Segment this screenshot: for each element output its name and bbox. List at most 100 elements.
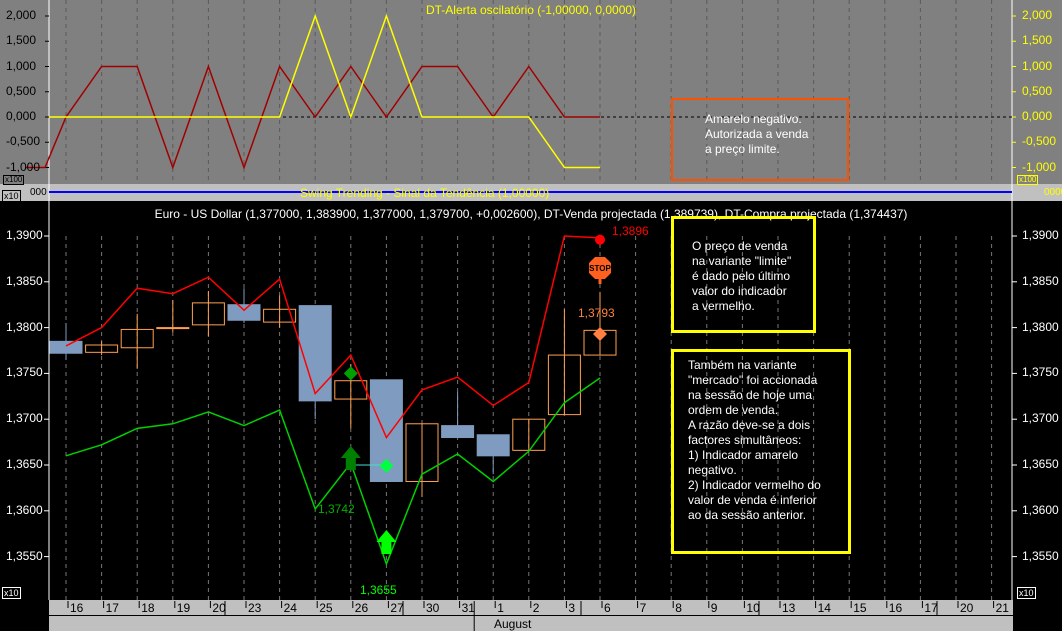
date-label: 9	[710, 601, 718, 615]
date-label: 1	[497, 601, 504, 615]
scale-badge: x10	[1017, 587, 1036, 599]
buy-signal-label: 1,3742	[318, 502, 355, 516]
date-label: 14	[817, 601, 831, 615]
stop-sign-text: STOP	[589, 264, 611, 273]
oscillator-y-tick: 0,000	[6, 109, 37, 123]
price-y-tick-right: 1,3550	[1022, 548, 1059, 563]
date-label: 20	[212, 601, 226, 615]
date-label: 21	[995, 601, 1009, 615]
date-label: 2	[532, 601, 540, 615]
price-y-tick: 1,3750	[6, 365, 43, 380]
price-y-tick-right: 1,3600	[1022, 502, 1059, 517]
price-y-tick: 1,3600	[6, 502, 43, 517]
oscillator-y-tick: 2,000	[6, 8, 37, 22]
oscillator-title: DT-Alerta oscilatório (-1,00000, 0,0000)	[425, 3, 637, 17]
candle-body	[441, 425, 475, 439]
date-label: 18	[141, 601, 155, 615]
price-y-tick-right: 1,3900	[1022, 228, 1059, 242]
date-label: 15	[853, 601, 867, 615]
price-y-tick: 1,3700	[6, 411, 43, 426]
stop-target-label: 1,3793	[578, 306, 615, 320]
oscillator-yellow-line	[49, 13, 600, 169]
buy-arrow-icon	[376, 530, 397, 554]
price-y-tick-right: 1,3650	[1022, 457, 1059, 471]
date-label: 13	[782, 601, 796, 615]
candle-body	[263, 308, 297, 323]
date-label: 31	[461, 601, 475, 615]
date-label: 10	[746, 601, 760, 615]
buy-diamond	[343, 366, 358, 381]
oscillator-y-tick: -1,000	[6, 159, 41, 174]
buy-signal-label: 1,3655	[360, 583, 397, 597]
candle-body	[476, 434, 510, 457]
buy-arrow-icon	[340, 446, 361, 470]
date-label: 25	[319, 601, 333, 615]
scale-badge: x100	[1017, 175, 1039, 185]
date-label: 20	[960, 601, 974, 615]
price-y-tick-right: 1,3850	[1022, 273, 1059, 288]
candle-body	[405, 423, 439, 482]
candle-body	[49, 340, 83, 354]
stop-sign-icon	[589, 257, 611, 279]
date-label: 24	[283, 601, 297, 615]
price-y-tick-right: 1,3750	[1022, 365, 1059, 380]
candle-body	[85, 344, 119, 353]
oscillator-y-tick-right: 1,500	[1022, 33, 1053, 48]
price-y-tick: 1,3650	[6, 457, 43, 471]
candle-body	[227, 304, 261, 321]
annotation-market-order: Também na variante "mercado" foi acciona…	[671, 349, 851, 554]
month-label: August	[494, 617, 532, 631]
candle-body	[547, 354, 581, 416]
oscillator-y-tick-right: 2,000	[1022, 8, 1053, 22]
sell-point-marker	[595, 234, 605, 245]
oscillator-y-tick-right: -1,000	[1022, 159, 1057, 174]
oscillator-red-line	[25, 64, 600, 170]
sell-projection-line	[65, 235, 601, 440]
sell-price-label: 1,3896	[612, 224, 649, 238]
trend-title: Swing Trending - Sinal da Tendência (1,0…	[300, 186, 550, 200]
buy-projection-line	[65, 377, 601, 567]
date-label: 17	[924, 601, 938, 615]
oscillator-y-tick-right: 1,000	[1022, 58, 1053, 73]
date-label: 8	[675, 601, 682, 615]
date-label: 27	[390, 601, 404, 615]
date-label: 16	[70, 601, 84, 615]
oscillator-y-tick: -0,500	[6, 134, 41, 149]
oscillator-y-tick-right: 0,000	[1022, 109, 1053, 123]
price-y-tick: 1,3800	[6, 319, 43, 334]
candle-body	[191, 302, 225, 326]
buy-diamond	[379, 458, 394, 473]
annotation-yellow-negative: Amarelo negativo. Autorizada a venda a p…	[671, 98, 849, 181]
candle-body	[298, 305, 332, 402]
price-chart-title: Euro - US Dollar (1,377000, 1,383900, 1,…	[154, 207, 908, 221]
oscillator-y-tick: 1,500	[6, 33, 37, 48]
oscillator-y-tick-right: 0,500	[1022, 83, 1053, 98]
stop-target-diamond	[593, 327, 607, 342]
oscillator-y-tick: 0,500	[6, 83, 37, 98]
date-label: 6	[604, 601, 611, 615]
candle-body	[334, 380, 368, 400]
date-label: 23	[248, 601, 262, 615]
scale-badge: x10	[2, 190, 21, 202]
date-label: 19	[176, 601, 191, 615]
candle-body	[120, 328, 154, 349]
annotation-limit-price: O preço de venda na variante "limite" é …	[671, 216, 816, 333]
oscillator-y-tick: 1,000	[6, 58, 37, 73]
date-label: 26	[354, 601, 369, 615]
price-y-tick: 1,3550	[6, 548, 43, 563]
candle-body	[156, 327, 190, 330]
trend-right-value: 0000	[1044, 187, 1062, 198]
price-y-tick: 1,3900	[6, 228, 43, 242]
price-y-tick-right: 1,3800	[1022, 319, 1059, 334]
oscillator-y-tick-right: -0,500	[1022, 134, 1057, 149]
date-label: 16	[888, 601, 903, 615]
price-y-tick-right: 1,3700	[1022, 411, 1059, 426]
date-label: 3	[568, 601, 576, 615]
date-label: 7	[639, 601, 647, 615]
date-label: 17	[105, 601, 119, 615]
price-y-tick: 1,3850	[6, 273, 43, 288]
scale-badge: x100	[3, 175, 25, 185]
date-label: 30	[426, 601, 440, 615]
month-axis	[49, 616, 1013, 631]
